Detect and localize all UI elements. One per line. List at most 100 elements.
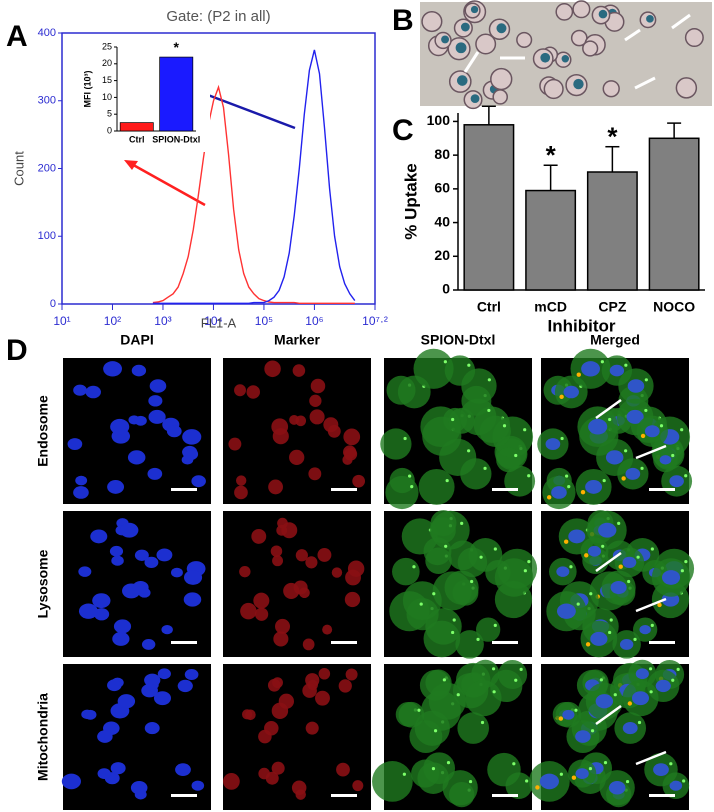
nucleus — [75, 475, 88, 486]
particle — [637, 720, 642, 725]
micrograph — [223, 358, 371, 504]
nucleus — [175, 763, 191, 777]
nucleus — [73, 486, 89, 499]
stained-spot — [456, 75, 468, 86]
cell-body — [409, 720, 443, 753]
marker-spot — [308, 467, 322, 481]
scale-bar — [649, 488, 675, 491]
colocalized — [585, 642, 591, 647]
cell-body — [420, 406, 462, 448]
panel-label: A — [6, 20, 28, 53]
scale-bar — [171, 794, 197, 797]
marker-spot — [245, 709, 256, 721]
y-tick-label: 0 — [50, 298, 56, 310]
marker-spot — [253, 592, 270, 609]
particle — [648, 667, 653, 671]
marker-spot — [310, 378, 326, 394]
marker-spot — [305, 556, 318, 569]
marker-spot — [309, 409, 325, 425]
nucleus — [97, 730, 113, 743]
marker-spot — [292, 364, 306, 377]
column-header: Merged — [590, 332, 640, 348]
particle — [650, 547, 654, 551]
nucleus — [166, 425, 182, 438]
nucleus — [605, 450, 624, 465]
cell — [572, 0, 591, 19]
marker-spot — [331, 567, 343, 578]
nucleus — [109, 545, 124, 557]
particle — [417, 708, 421, 712]
marker-spot — [240, 602, 257, 620]
nucleus — [627, 379, 645, 393]
cell-body — [413, 348, 454, 389]
stained-spot — [573, 78, 584, 90]
particle — [419, 602, 423, 606]
cell — [421, 10, 443, 33]
cell-body — [423, 537, 452, 566]
cell — [684, 28, 704, 48]
cell-body — [476, 617, 501, 642]
marker-spot — [258, 767, 270, 780]
nucleus — [575, 730, 591, 743]
nucleus — [655, 679, 671, 693]
y-tick-label: 10 — [102, 92, 112, 102]
cell-body — [423, 620, 461, 658]
y-tick-label: 20 — [434, 247, 450, 263]
marker-spot — [228, 437, 242, 451]
nucleus — [609, 364, 625, 377]
particle — [523, 428, 527, 432]
particle — [589, 592, 593, 596]
nucleus — [635, 668, 649, 680]
y-tick-label: 100 — [427, 112, 451, 128]
particle — [487, 378, 491, 382]
marker-spot — [234, 485, 248, 500]
particle — [590, 729, 595, 733]
nucleus — [156, 548, 173, 562]
particle — [402, 772, 406, 776]
x-tick-label: 10⁶ — [305, 314, 323, 328]
particle — [684, 560, 688, 564]
marker-spot — [302, 683, 317, 698]
nucleus — [556, 603, 576, 619]
nucleus — [619, 638, 634, 650]
x-tick-label: mCD — [534, 299, 567, 315]
nucleus — [587, 545, 602, 557]
micrograph — [384, 510, 538, 659]
x-tick-label: 10⁷·² — [362, 314, 388, 328]
particle — [479, 555, 483, 559]
nucleus — [148, 395, 163, 407]
particle — [502, 424, 507, 428]
marker-spot — [295, 549, 308, 562]
particle — [680, 428, 684, 432]
particle — [519, 667, 523, 671]
cell-body — [455, 630, 484, 659]
micrograph — [63, 358, 211, 504]
particle — [468, 779, 473, 784]
particle — [476, 637, 480, 641]
particle — [467, 449, 471, 453]
nucleus — [585, 480, 603, 494]
marker-spot — [234, 384, 246, 397]
nucleus — [110, 762, 126, 775]
micrograph — [223, 664, 371, 810]
particle — [576, 602, 580, 606]
stained-spot — [455, 42, 467, 54]
particle — [636, 555, 640, 559]
scale-bar — [492, 641, 518, 644]
scale-bar — [331, 794, 357, 797]
nucleus — [131, 364, 147, 377]
y-tick-label: 0 — [107, 125, 112, 135]
nucleus — [608, 781, 626, 795]
nucleus — [598, 522, 617, 538]
cell-body — [444, 355, 476, 386]
cell-body — [398, 701, 425, 728]
nucleus — [120, 522, 139, 538]
nucleus — [610, 581, 627, 595]
nucleus — [556, 566, 570, 577]
bar — [525, 189, 577, 291]
particle — [431, 767, 436, 771]
nucleus — [78, 603, 98, 619]
bar — [463, 124, 515, 291]
scale-bar — [331, 488, 357, 491]
arrow — [199, 90, 296, 130]
